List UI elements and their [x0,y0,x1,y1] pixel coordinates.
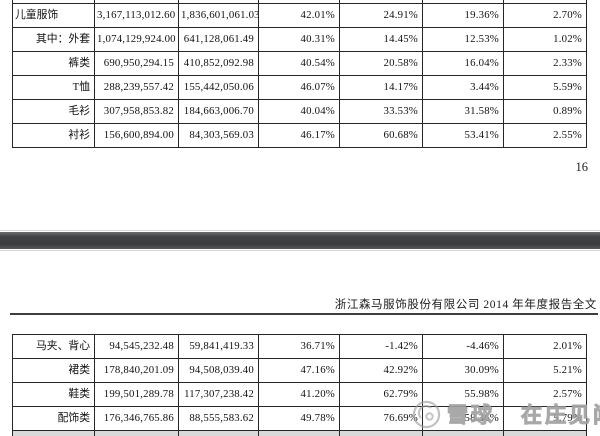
row-label: 鞋类 [12,382,95,407]
table-row: 其中：外套 1,074,129,924.00 641,128,061.49 40… [12,27,587,52]
cost-yoy-cell: 55.98% [422,382,504,407]
table-row-clipped [12,430,587,436]
gross-margin-cell: 40.04% [258,99,340,124]
cost-cell: 155,442,050.06 [178,75,259,100]
table-row: T恤 288,239,557.42 155,442,050.06 46.07% … [12,75,587,100]
revenue-yoy-cell: 20.58% [339,51,423,76]
row-label: 配饰类 [12,406,95,431]
revenue-cell: 156,600,894.00 [94,123,179,148]
margin-yoy-cell: 1.02% [503,27,587,52]
gross-margin-cell: 40.31% [258,27,340,52]
margin-yoy-cell: 5.79% [503,406,587,431]
page1-bottom-edge [0,230,600,231]
revenue-yoy-cell: 24.91% [339,3,423,28]
revenue-yoy-cell: 14.17% [339,75,423,100]
revenue-yoy-cell: 62.79% [339,382,423,407]
gross-margin-cell: 42.01% [258,3,340,28]
cost-cell: 1,836,601,061.03 [178,3,259,28]
page-number: 16 [575,160,589,174]
margin-yoy-cell: 2.33% [503,51,587,76]
cost-cell: 88,555,583.62 [178,406,259,431]
table-row: 配饰类 176,346,765.86 88,555,583.62 49.78% … [12,406,587,431]
revenue-cell: 199,501,289.78 [94,382,179,407]
revenue-yoy-cell: 14.45% [339,27,423,52]
cost-cell: 410,852,092.98 [178,51,259,76]
table-row: 衬衫 156,600,894.00 84,303,569.03 46.17% 6… [12,123,587,148]
margin-yoy-cell: 2.70% [503,3,587,28]
row-label: 毛衫 [12,99,95,124]
gross-margin-cell: 40.54% [258,51,340,76]
row-label: 裤类 [12,51,95,76]
cost-cell: 94,508,039.40 [178,358,259,383]
row-label: 衬衫 [12,123,95,148]
row-label: 其中：外套 [12,27,95,52]
revenue-cell: 288,239,557.42 [94,75,179,100]
margin-yoy-cell: 2.57% [503,382,587,407]
table-row: 裙类 178,840,201.09 94,508,039.40 47.16% 4… [12,358,587,383]
row-label: T恤 [12,75,95,100]
cost-yoy-cell: 30.09% [422,358,504,383]
gross-margin-cell: 36.71% [258,334,340,359]
revenue-cell: 94,545,232.48 [94,334,179,359]
page-break-separator [0,232,600,249]
table-row: 儿童服饰 3,167,113,012.60 1,836,601,061.03 4… [12,3,587,28]
page2-product-table: 马夹、背心 94,545,232.48 59,841,419.33 36.71%… [12,334,587,436]
row-label: 马夹、背心 [12,334,95,359]
gross-margin-cell: 47.16% [258,358,340,383]
row-label: 儿童服饰 [12,3,95,28]
cost-yoy-cell: 3.44% [422,75,504,100]
cost-yoy-cell: 31.58% [422,99,504,124]
margin-yoy-cell: 0.89% [503,99,587,124]
table-row: 鞋类 199,501,289.78 117,307,238.42 41.20% … [12,382,587,407]
cost-yoy-cell: 12.53% [422,27,504,52]
cost-yoy-cell: 53.41% [422,123,504,148]
revenue-yoy-cell: 76.69% [339,406,423,431]
cost-yoy-cell: 16.04% [422,51,504,76]
gross-margin-cell: 41.20% [258,382,340,407]
revenue-cell: 1,074,129,924.00 [94,27,179,52]
margin-yoy-cell: 5.59% [503,75,587,100]
gross-margin-cell: 49.78% [258,406,340,431]
cost-yoy-cell: 58.36% [422,406,504,431]
revenue-yoy-cell: 42.92% [339,358,423,383]
margin-yoy-cell: 2.55% [503,123,587,148]
header-rule [10,313,598,315]
revenue-cell: 307,958,853.82 [94,99,179,124]
row-label: 裙类 [12,358,95,383]
report-title-header: 浙江森马服饰股份有限公司 2014 年年度报告全文 [334,299,597,311]
table-row: 裤类 690,950,294.15 410,852,092.98 40.54% … [12,51,587,76]
revenue-yoy-cell: 60.68% [339,123,423,148]
revenue-yoy-cell: 33.53% [339,99,423,124]
cost-cell: 59,841,419.33 [178,334,259,359]
cost-cell: 641,128,061.49 [178,27,259,52]
gross-margin-cell: 46.07% [258,75,340,100]
revenue-yoy-cell: -1.42% [339,334,423,359]
revenue-cell: 3,167,113,012.60 [94,3,179,28]
table-row: 马夹、背心 94,545,232.48 59,841,419.33 36.71%… [12,334,587,359]
cost-cell: 117,307,238.42 [178,382,259,407]
revenue-cell: 178,840,201.09 [94,358,179,383]
table-row: 毛衫 307,958,853.82 184,663,006.70 40.04% … [12,99,587,124]
margin-yoy-cell: 2.01% [503,334,587,359]
page1-product-table: 儿童服饰 3,167,113,012.60 1,836,601,061.03 4… [12,0,587,148]
revenue-cell: 176,346,765.86 [94,406,179,431]
revenue-cell: 690,950,294.15 [94,51,179,76]
gross-margin-cell: 46.17% [258,123,340,148]
cost-yoy-cell: -4.46% [422,334,504,359]
cost-yoy-cell: 19.36% [422,3,504,28]
page2-top-edge [0,250,600,251]
cost-cell: 184,663,006.70 [178,99,259,124]
margin-yoy-cell: 5.21% [503,358,587,383]
cost-cell: 84,303,569.03 [178,123,259,148]
